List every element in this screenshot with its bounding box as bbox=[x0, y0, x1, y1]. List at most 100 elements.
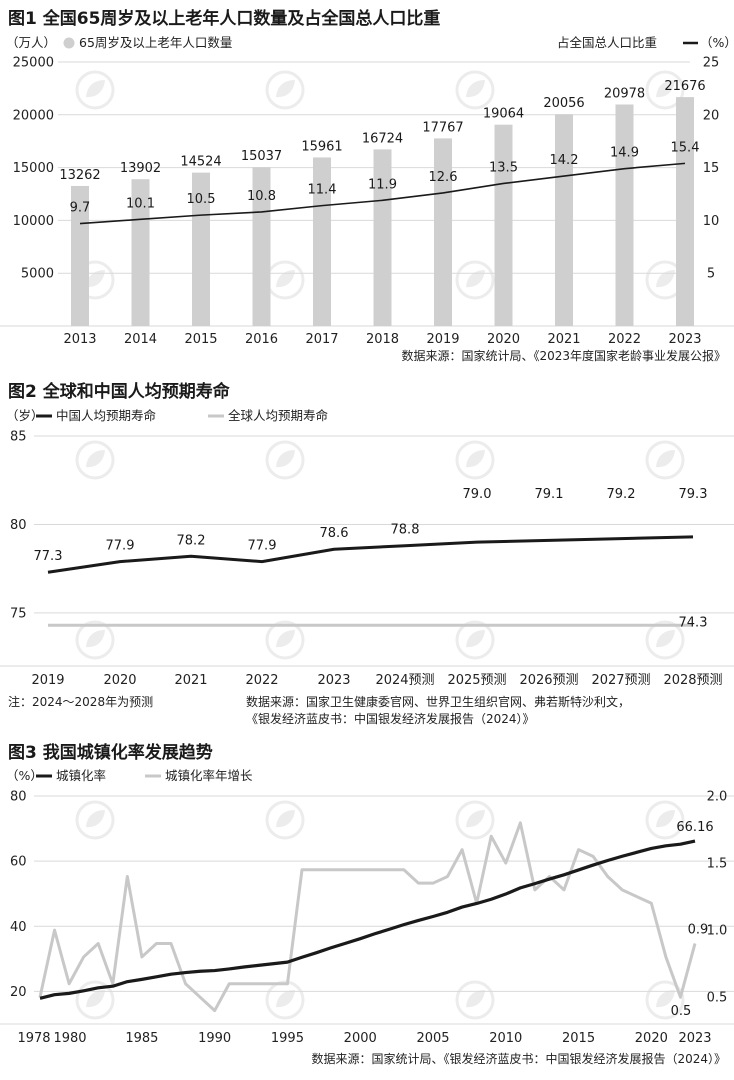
china-point-label: 79.3 bbox=[679, 487, 708, 502]
figure-3-lines bbox=[38, 821, 697, 1013]
watermark-logo-icon bbox=[75, 440, 115, 480]
x-tick-label: 2027预测 bbox=[591, 673, 650, 688]
bar-value-label: 15037 bbox=[241, 149, 282, 164]
bar bbox=[494, 124, 513, 326]
figure-3-gridlines: 20 40 60 80 0.5 1.0 1.5 2.0 bbox=[0, 790, 734, 1025]
rate-end-label: 66.16 bbox=[676, 820, 713, 835]
watermark-logo-icon bbox=[75, 70, 115, 110]
watermark-ring bbox=[75, 800, 115, 840]
y-tick-right: 15 bbox=[703, 161, 720, 176]
watermark-leaf bbox=[276, 80, 295, 98]
x-tick-label: 2026预测 bbox=[519, 673, 578, 688]
x-tick-label: 2017 bbox=[305, 332, 338, 347]
bar-value-label: 21676 bbox=[664, 79, 705, 94]
share-line bbox=[79, 162, 686, 225]
watermark-ring bbox=[455, 260, 495, 300]
bar-value-label: 16724 bbox=[362, 131, 403, 146]
china-point-label: 79.2 bbox=[607, 487, 636, 502]
x-tick-label: 2020 bbox=[103, 673, 136, 688]
line-value-label: 12.6 bbox=[429, 170, 458, 185]
bar-legend-swatch-icon bbox=[63, 37, 75, 49]
x-tick-label: 2021 bbox=[174, 673, 207, 688]
watermark-leaf bbox=[86, 630, 105, 648]
china-life-expectancy-line bbox=[47, 535, 694, 574]
bar-value-label: 13262 bbox=[59, 168, 100, 183]
line-value-label: 14.2 bbox=[550, 153, 579, 168]
bar bbox=[676, 97, 694, 326]
watermark-ring bbox=[265, 800, 305, 840]
watermark-leaf bbox=[656, 990, 675, 1008]
growth-line bbox=[38, 821, 697, 1013]
watermark-logo-icon bbox=[265, 260, 305, 300]
x-tick-label: 2021 bbox=[547, 332, 580, 347]
watermark-logo-icon bbox=[455, 800, 495, 840]
watermark-leaf bbox=[276, 990, 295, 1008]
watermark-logo-icon bbox=[265, 70, 305, 110]
watermark-ring bbox=[645, 980, 685, 1020]
watermark-logo-icon bbox=[265, 620, 305, 660]
bar-value-label: 19064 bbox=[483, 107, 524, 122]
watermark-logo-icon bbox=[645, 980, 685, 1020]
line-value-label: 15.4 bbox=[671, 140, 700, 155]
watermark-leaf bbox=[466, 80, 485, 98]
x-tick-label: 1995 bbox=[271, 1031, 304, 1046]
bar-value-label: 14524 bbox=[180, 155, 221, 170]
line-value-label: 13.5 bbox=[489, 160, 518, 175]
line-value-label: 11.9 bbox=[368, 177, 397, 192]
watermark-leaf bbox=[276, 450, 295, 468]
y-tick: 85 bbox=[10, 430, 27, 445]
bar-value-label: 20978 bbox=[604, 86, 645, 101]
x-tick-label: 2005 bbox=[416, 1031, 449, 1046]
figure-2: 图2 全球和中国人均预期寿命 （岁） 中国人均预期寿命 全球人均预期寿命 75 8… bbox=[0, 381, 734, 726]
figure-3-labels: 1978 1980 1985 1990 1995 2000 2005 2010 2015 2020… bbox=[17, 820, 713, 1046]
figure-3-title: 图3 我国城镇化率发展趋势 bbox=[8, 742, 213, 763]
x-tick-label: 1985 bbox=[125, 1031, 158, 1046]
x-tick-label: 2022 bbox=[245, 673, 278, 688]
figure-2-unit: （岁） bbox=[6, 408, 44, 423]
watermark-ring bbox=[645, 70, 685, 110]
watermark-ring bbox=[75, 980, 115, 1020]
y-tick: 75 bbox=[10, 606, 27, 621]
x-tick-label: 2018 bbox=[366, 332, 399, 347]
figure-1-title: 图1 全国65周岁及以上老年人口数量及占全国总人口比重 bbox=[8, 8, 440, 29]
y-tick-right: 10 bbox=[703, 214, 720, 229]
watermark-ring bbox=[455, 70, 495, 110]
y-tick-left: 20 bbox=[10, 985, 27, 1000]
watermark-leaf bbox=[86, 270, 105, 288]
x-tick-label: 2013 bbox=[63, 332, 96, 347]
x-tick-label: 2023 bbox=[678, 1031, 711, 1046]
y-tick-left: 20000 bbox=[13, 108, 54, 123]
watermark-leaf bbox=[86, 810, 105, 828]
china-point-label: 77.9 bbox=[248, 539, 277, 554]
x-tick-label: 2016 bbox=[245, 332, 278, 347]
x-tick-label: 2028预测 bbox=[663, 673, 722, 688]
y-tick-right: 5 bbox=[707, 267, 715, 282]
watermark-ring bbox=[455, 620, 495, 660]
figure-3: 图3 我国城镇化率发展趋势 （%） 城镇化率 城镇化率年增长 20 40 60 80 0… bbox=[0, 742, 734, 1066]
watermark-leaf bbox=[86, 80, 105, 98]
watermark-leaf bbox=[276, 270, 295, 288]
watermark-leaf bbox=[466, 990, 485, 1008]
bar bbox=[555, 114, 573, 326]
x-tick-label: 2019 bbox=[31, 673, 64, 688]
y-tick-left: 10000 bbox=[13, 214, 54, 229]
x-tick-label: 2015 bbox=[184, 332, 217, 347]
bar-value-label: 13902 bbox=[120, 161, 161, 176]
watermark-logo-icon bbox=[645, 70, 685, 110]
y-tick-left: 25000 bbox=[13, 56, 54, 71]
x-tick-label: 2010 bbox=[489, 1031, 522, 1046]
figure-2-source-line-1: 数据来源：国家卫生健康委官网、世界卫生组织官网、弗若斯特沙利文， bbox=[246, 694, 630, 709]
watermark-ring bbox=[645, 800, 685, 840]
figure-3-unit: （%） bbox=[6, 768, 43, 783]
watermark-logo-icon bbox=[265, 980, 305, 1020]
china-point-label: 78.8 bbox=[391, 523, 420, 538]
line-value-label: 10.8 bbox=[247, 189, 276, 204]
watermark-logo-icon bbox=[75, 980, 115, 1020]
bar bbox=[131, 179, 150, 326]
x-tick-label: 1990 bbox=[198, 1031, 231, 1046]
watermark-logo-icon bbox=[455, 980, 495, 1020]
bar bbox=[434, 138, 452, 326]
figure-2-legend-china: 中国人均预期寿命 bbox=[56, 408, 157, 423]
watermark-leaf bbox=[656, 630, 675, 648]
